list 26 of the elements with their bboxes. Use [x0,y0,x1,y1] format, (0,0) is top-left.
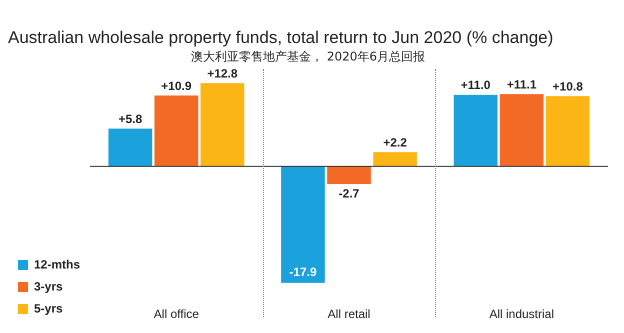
chart-subtitle: 澳大利亚零售地产基金， 2020年6月总回报 [191,50,425,64]
data-label: -2.7 [338,186,360,200]
data-label: +10.9 [161,78,192,93]
bar [108,128,152,166]
legend-label: 3-yrs [34,279,64,294]
bar [200,83,244,166]
x-tick-label: All industrial [489,307,554,322]
data-label: +11.1 [506,77,537,92]
bar [373,152,417,166]
bar [281,166,325,283]
data-label: +5.8 [118,112,142,126]
bar [546,96,590,166]
data-label: -17.9 [289,265,317,280]
bar [327,166,371,184]
chart-title: Australian wholesale property funds, total return to Jun 2020 (% change) [8,28,554,47]
bar [500,94,544,166]
legend-label: 12-mths [34,257,80,272]
data-label: +2.2 [383,135,408,150]
data-label: +11.0 [460,78,491,92]
legend-label: 5-yrs [34,301,64,316]
x-tick-label: All office [154,307,200,322]
bar [454,94,498,166]
data-label: +10.8 [552,79,584,94]
bar [154,95,198,166]
data-label: +12.8 [207,66,238,80]
x-tick-label: All retail [328,307,370,322]
